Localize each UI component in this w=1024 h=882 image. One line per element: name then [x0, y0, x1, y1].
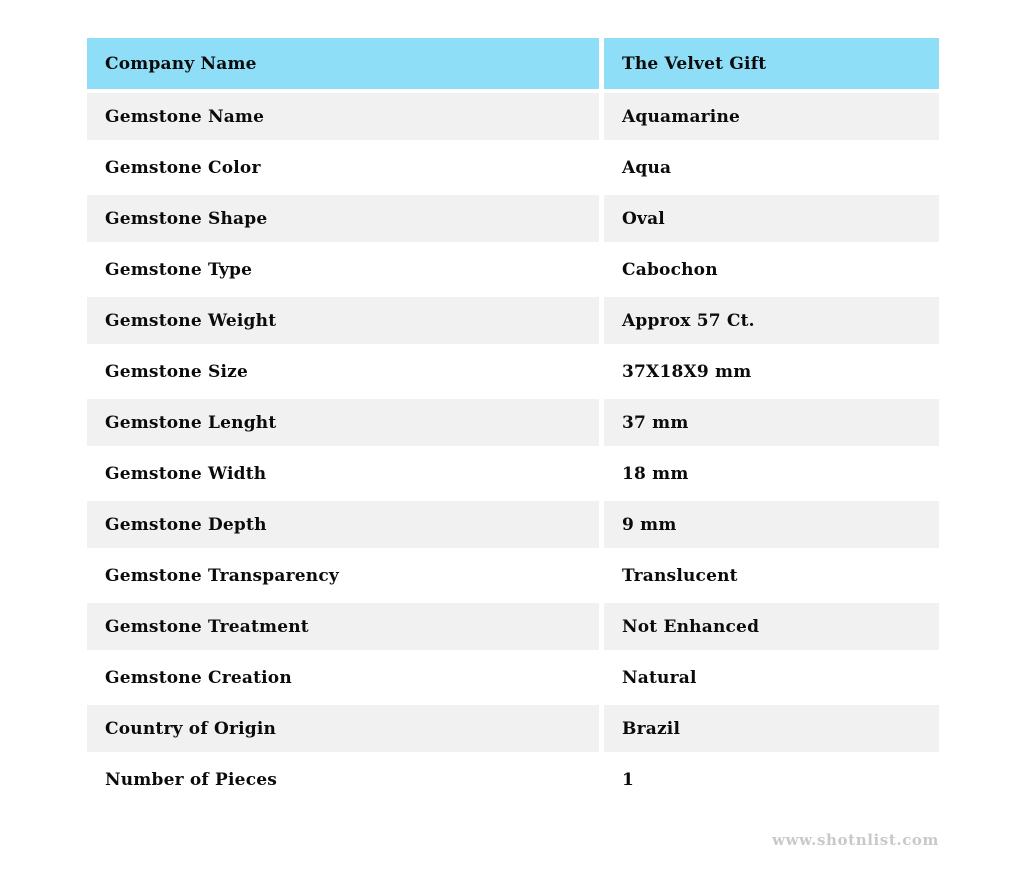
row-value: 1	[622, 769, 635, 790]
row-label: Gemstone Width	[105, 463, 267, 484]
table-row: Gemstone Type Cabochon	[87, 246, 939, 293]
row-value-cell: 18 mm	[604, 450, 939, 497]
row-label: Gemstone Lenght	[105, 412, 277, 433]
row-label-cell: Gemstone Lenght	[87, 399, 599, 446]
row-label-cell: Gemstone Size	[87, 348, 599, 395]
header-label-cell: Company Name	[87, 38, 599, 89]
row-label: Gemstone Depth	[105, 514, 267, 535]
row-label-cell: Gemstone Width	[87, 450, 599, 497]
row-value-cell: Not Enhanced	[604, 603, 939, 650]
row-value-cell: 9 mm	[604, 501, 939, 548]
row-value-cell: Translucent	[604, 552, 939, 599]
row-value: Not Enhanced	[622, 616, 760, 637]
header-value-cell: The Velvet Gift	[604, 38, 939, 89]
table-row: Gemstone Width 18 mm	[87, 450, 939, 497]
row-value-cell: Aquamarine	[604, 93, 939, 140]
row-value: Oval	[622, 208, 665, 229]
row-value: 37 mm	[622, 412, 689, 433]
row-value: Cabochon	[622, 259, 718, 280]
row-label: Gemstone Creation	[105, 667, 292, 688]
row-value: Brazil	[622, 718, 681, 739]
row-value: Aqua	[622, 157, 672, 178]
table-row: Gemstone Transparency Translucent	[87, 552, 939, 599]
row-value: Natural	[622, 667, 697, 688]
row-label-cell: Country of Origin	[87, 705, 599, 752]
row-value: Approx 57 Ct.	[622, 310, 755, 331]
table-row: Gemstone Depth 9 mm	[87, 501, 939, 548]
row-label: Gemstone Color	[105, 157, 261, 178]
table-row: Gemstone Creation Natural	[87, 654, 939, 701]
table-row: Gemstone Treatment Not Enhanced	[87, 603, 939, 650]
row-value-cell: 1	[604, 756, 939, 803]
row-label-cell: Gemstone Color	[87, 144, 599, 191]
row-value: 9 mm	[622, 514, 677, 535]
table-row: Number of Pieces 1	[87, 756, 939, 803]
table-row: Gemstone Name Aquamarine	[87, 93, 939, 140]
row-label: Gemstone Type	[105, 259, 253, 280]
row-value-cell: Aqua	[604, 144, 939, 191]
table-row: Gemstone Weight Approx 57 Ct.	[87, 297, 939, 344]
table-row: Gemstone Shape Oval	[87, 195, 939, 242]
row-label-cell: Gemstone Name	[87, 93, 599, 140]
watermark-url-text: www.shotnlist.com	[772, 831, 939, 849]
row-label: Gemstone Size	[105, 361, 248, 382]
row-label-cell: Gemstone Depth	[87, 501, 599, 548]
row-value-cell: Oval	[604, 195, 939, 242]
table-row: Gemstone Lenght 37 mm	[87, 399, 939, 446]
row-label: Gemstone Shape	[105, 208, 268, 229]
header-label: Company Name	[105, 53, 257, 74]
row-label-cell: Gemstone Transparency	[87, 552, 599, 599]
row-label: Gemstone Name	[105, 106, 265, 127]
row-value: Translucent	[622, 565, 738, 586]
row-value: Aquamarine	[622, 106, 741, 127]
table-row: Gemstone Size 37X18X9 mm	[87, 348, 939, 395]
row-value: 18 mm	[622, 463, 689, 484]
row-label: Gemstone Weight	[105, 310, 277, 331]
row-label: Number of Pieces	[105, 769, 278, 790]
row-label: Gemstone Treatment	[105, 616, 309, 637]
table-row: Country of Origin Brazil	[87, 705, 939, 752]
row-label-cell: Gemstone Shape	[87, 195, 599, 242]
row-label: Country of Origin	[105, 718, 277, 739]
company-name-value: The Velvet Gift	[622, 53, 767, 74]
table-row: Gemstone Color Aqua	[87, 144, 939, 191]
row-value-cell: 37 mm	[604, 399, 939, 446]
row-label-cell: Gemstone Treatment	[87, 603, 599, 650]
row-label: Gemstone Transparency	[105, 565, 339, 586]
row-value-cell: 37X18X9 mm	[604, 348, 939, 395]
row-value-cell: Approx 57 Ct.	[604, 297, 939, 344]
row-label-cell: Gemstone Weight	[87, 297, 599, 344]
row-label-cell: Gemstone Creation	[87, 654, 599, 701]
row-label-cell: Number of Pieces	[87, 756, 599, 803]
gemstone-spec-table: Company Name The Velvet Gift Gemstone Na…	[87, 38, 939, 803]
row-value-cell: Brazil	[604, 705, 939, 752]
row-value-cell: Cabochon	[604, 246, 939, 293]
row-value-cell: Natural	[604, 654, 939, 701]
table-header-row: Company Name The Velvet Gift	[87, 38, 939, 89]
row-value: 37X18X9 mm	[622, 361, 752, 382]
row-label-cell: Gemstone Type	[87, 246, 599, 293]
